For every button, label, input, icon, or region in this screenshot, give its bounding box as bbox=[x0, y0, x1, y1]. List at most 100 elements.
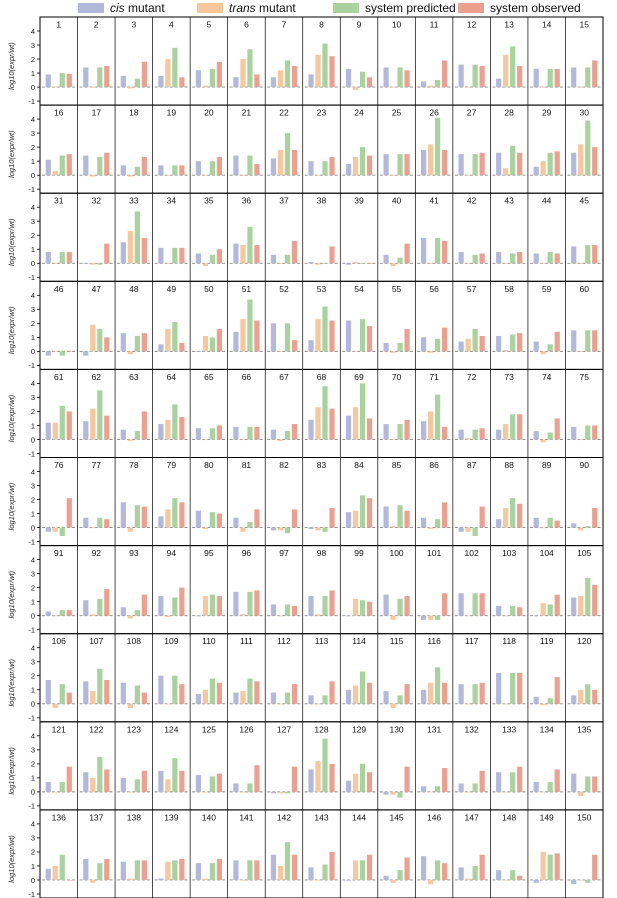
panel-71: 71 bbox=[417, 372, 451, 440]
bar-observed bbox=[404, 510, 410, 528]
panel-label: 150 bbox=[577, 812, 591, 822]
panel-6: 6 bbox=[229, 20, 264, 88]
panel-94: 94 bbox=[154, 548, 189, 618]
bar-predicted bbox=[284, 254, 291, 264]
bar-predicted bbox=[209, 428, 215, 440]
bar-observed bbox=[179, 587, 185, 616]
bar-predicted bbox=[435, 860, 441, 880]
bar-observed bbox=[141, 770, 147, 792]
bar-predicted bbox=[435, 394, 441, 440]
bar-cis bbox=[120, 607, 126, 616]
bar-observed bbox=[329, 851, 335, 880]
bar-predicted bbox=[247, 226, 253, 264]
panel-label: 7 bbox=[282, 20, 287, 30]
bar-predicted bbox=[59, 405, 65, 440]
bar-observed bbox=[291, 424, 298, 440]
y-tick-label: 4 bbox=[31, 27, 35, 36]
bar-observed bbox=[179, 342, 185, 352]
bar-observed bbox=[366, 772, 373, 792]
panel-label: 91 bbox=[54, 548, 64, 558]
bar-observed bbox=[442, 593, 448, 616]
panel-label: 70 bbox=[392, 372, 402, 382]
bar-observed bbox=[442, 426, 448, 440]
bar-observed bbox=[329, 408, 335, 440]
bar-trans bbox=[127, 87, 133, 89]
panel-4: 4 bbox=[154, 20, 189, 88]
panel-23: 23 bbox=[304, 108, 339, 176]
panel-79: 79 bbox=[154, 460, 189, 529]
bar-cis bbox=[421, 615, 427, 620]
panel-label: 126 bbox=[239, 724, 253, 734]
panel-67: 67 bbox=[267, 372, 301, 441]
panel-label: 138 bbox=[127, 812, 141, 822]
bar-trans bbox=[240, 691, 246, 704]
bar-trans bbox=[503, 703, 509, 705]
panel-44: 44 bbox=[529, 196, 564, 264]
bar-predicted bbox=[209, 863, 215, 880]
bar-predicted bbox=[172, 404, 178, 440]
panel-label: 133 bbox=[502, 724, 516, 734]
bar-cis bbox=[45, 351, 51, 356]
panel-label: 64 bbox=[167, 372, 177, 382]
bar-cis bbox=[345, 615, 352, 617]
bar-cis bbox=[233, 331, 239, 352]
bar-observed bbox=[592, 330, 598, 352]
bar-trans bbox=[90, 175, 96, 177]
panel-2: 2 bbox=[79, 20, 114, 88]
bar-trans bbox=[277, 865, 284, 880]
panel-64: 64 bbox=[154, 372, 189, 440]
panel-row: log10(expr/wt) -1 0 1 2 3 4 106 107 108 109 110 111 1… bbox=[7, 633, 604, 723]
bar-observed bbox=[254, 681, 260, 704]
bar-predicted bbox=[585, 67, 591, 88]
bar-observed bbox=[216, 156, 222, 176]
bar-observed bbox=[442, 240, 448, 264]
bar-cis bbox=[383, 154, 389, 176]
y-tick-label: 4 bbox=[31, 203, 35, 212]
bar-trans bbox=[277, 439, 284, 441]
panel-42: 42 bbox=[454, 196, 489, 264]
panel-label: 145 bbox=[389, 812, 403, 822]
bar-observed bbox=[592, 507, 598, 528]
panel-88: 88 bbox=[492, 460, 526, 529]
y-axis-label: log10(expr/wt) bbox=[7, 306, 16, 354]
bar-observed bbox=[104, 152, 110, 176]
bar-cis bbox=[308, 867, 314, 880]
panel-61: 61 bbox=[42, 372, 76, 440]
panel-138: 138 bbox=[117, 812, 151, 881]
y-tick-label: -1 bbox=[28, 890, 35, 898]
bar-observed bbox=[179, 502, 185, 528]
y-tick-label: -1 bbox=[28, 802, 35, 811]
bar-predicted bbox=[397, 67, 403, 88]
bar-observed bbox=[104, 679, 110, 704]
panel-16: 16 bbox=[42, 108, 76, 176]
bar-predicted bbox=[359, 600, 366, 616]
bar-trans bbox=[390, 351, 396, 353]
bar-observed bbox=[216, 773, 222, 792]
y-tick-label: 0 bbox=[31, 83, 35, 92]
bar-cis bbox=[158, 770, 164, 792]
panel-label: 122 bbox=[89, 724, 103, 734]
bar-predicted bbox=[172, 758, 178, 792]
bar-trans bbox=[390, 87, 396, 88]
panel-146: 146 bbox=[417, 812, 451, 885]
bar-observed bbox=[479, 506, 485, 528]
bar-trans bbox=[202, 85, 208, 88]
bar-trans bbox=[390, 879, 396, 883]
bar-predicted bbox=[134, 860, 140, 880]
bar-predicted bbox=[472, 684, 478, 704]
panel-label: 149 bbox=[540, 812, 554, 822]
bar-observed bbox=[479, 253, 485, 264]
panel-19: 19 bbox=[154, 108, 189, 176]
panel-label: 87 bbox=[467, 460, 477, 470]
bar-cis bbox=[45, 159, 51, 176]
bar-trans bbox=[277, 263, 284, 264]
bar-observed bbox=[366, 854, 373, 880]
panel-label: 34 bbox=[167, 196, 177, 206]
panel-21: 21 bbox=[229, 108, 264, 176]
bar-cis bbox=[120, 242, 126, 264]
y-tick-label: 4 bbox=[31, 291, 35, 300]
panel-128: 128 bbox=[304, 724, 339, 793]
bar-predicted bbox=[284, 431, 291, 440]
panel-18: 18 bbox=[117, 108, 151, 177]
panel-8: 8 bbox=[304, 20, 339, 88]
